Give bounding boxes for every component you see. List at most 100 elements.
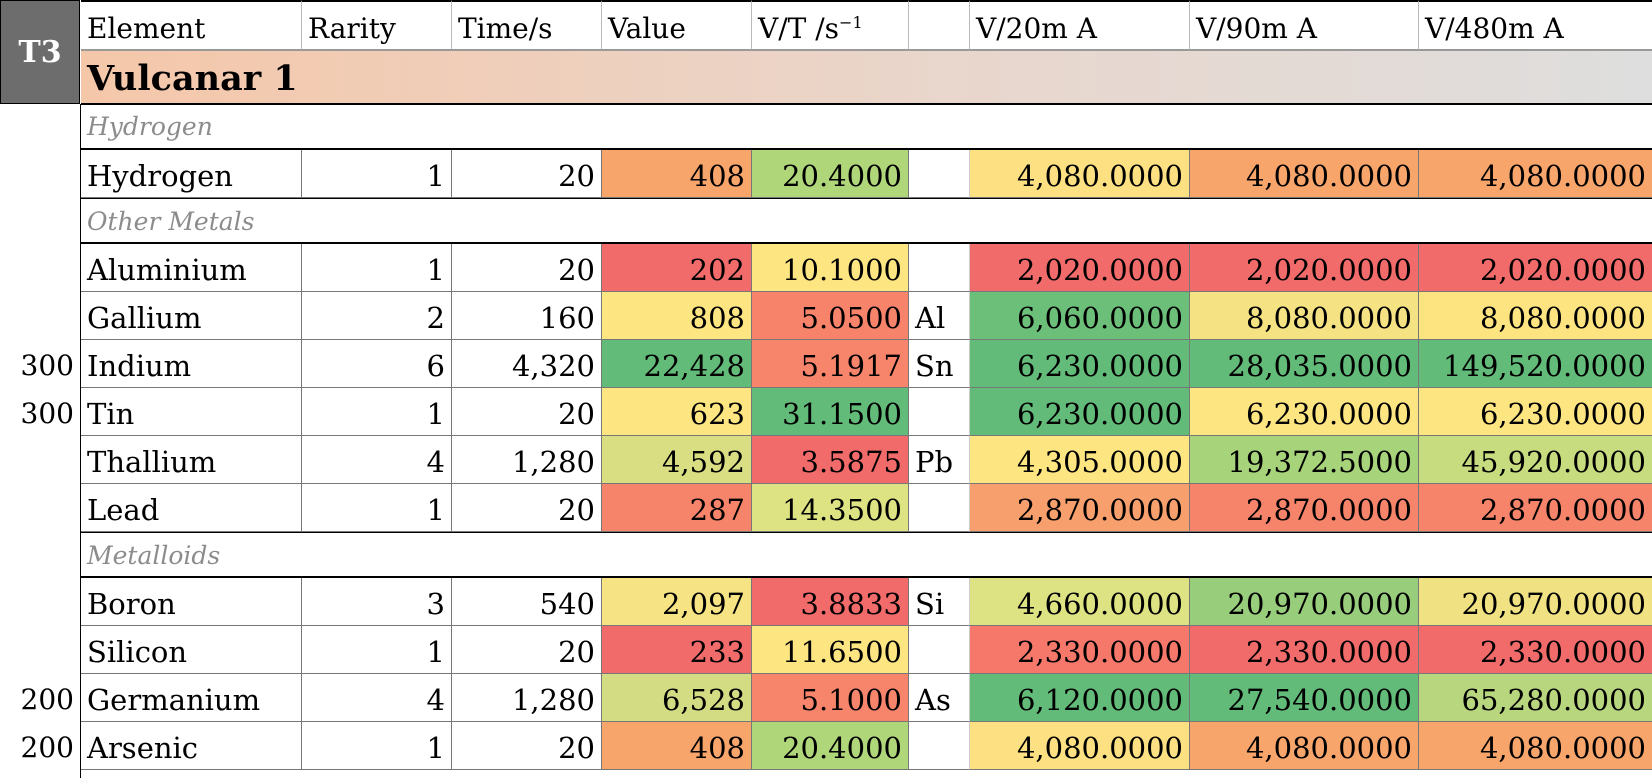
cell-value[interactable]: 623 [602,388,752,436]
cell-time[interactable]: 4,320 [452,340,602,388]
cell-v90m[interactable]: 2,020.0000 [1190,244,1419,292]
cell-symbol[interactable]: Pb [909,436,970,484]
col-header-vt[interactable]: V/T /s−1 [752,0,909,50]
cell-vt[interactable]: 20.4000 [752,722,909,770]
cell-time[interactable]: 20 [452,244,602,292]
cell-v20m[interactable]: 4,660.0000 [970,578,1190,626]
cell-value[interactable]: 6,528 [602,674,752,722]
cell-element[interactable]: Gallium [81,292,302,340]
cell-v90m[interactable]: 6,230.0000 [1190,388,1419,436]
cell-value[interactable]: 202 [602,244,752,292]
col-header-element[interactable]: Element [81,0,302,50]
cell-v90m[interactable]: 20,970.0000 [1190,578,1419,626]
cell-vt[interactable]: 3.5875 [752,436,909,484]
cell-v480m[interactable]: 20,970.0000 [1419,578,1652,626]
cell-value[interactable]: 4,592 [602,436,752,484]
cell-value[interactable]: 233 [602,626,752,674]
cell-v480m[interactable]: 45,920.0000 [1419,436,1652,484]
cell-rarity[interactable]: 1 [302,150,452,198]
cell-element[interactable]: Boron [81,578,302,626]
cell-time[interactable]: 540 [452,578,602,626]
cell-v90m[interactable]: 2,330.0000 [1190,626,1419,674]
cell-element[interactable]: Silicon [81,626,302,674]
cell-rarity[interactable]: 1 [302,484,452,532]
cell-vt[interactable]: 5.0500 [752,292,909,340]
cell-vt[interactable]: 14.3500 [752,484,909,532]
cell-v480m[interactable]: 8,080.0000 [1419,292,1652,340]
cell-time[interactable]: 20 [452,150,602,198]
cell-v90m[interactable]: 19,372.5000 [1190,436,1419,484]
cell-vt[interactable]: 11.6500 [752,626,909,674]
cell-rarity[interactable]: 1 [302,388,452,436]
cell-element[interactable]: Lead [81,484,302,532]
cell-symbol[interactable] [909,244,970,292]
cell-v20m[interactable]: 6,230.0000 [970,388,1190,436]
cell-v20m[interactable]: 4,080.0000 [970,722,1190,770]
col-header-v90m[interactable]: V/90m A [1190,0,1419,50]
cell-symbol[interactable]: Si [909,578,970,626]
cell-element[interactable]: Thallium [81,436,302,484]
cell-symbol[interactable]: As [909,674,970,722]
cell-v90m[interactable]: 4,080.0000 [1190,150,1419,198]
cell-element[interactable]: Germanium [81,674,302,722]
cell-v480m[interactable]: 6,230.0000 [1419,388,1652,436]
cell-symbol[interactable] [909,484,970,532]
cell-symbol[interactable]: Sn [909,340,970,388]
col-header-v480m[interactable]: V/480m A [1419,0,1652,50]
cell-value[interactable]: 408 [602,150,752,198]
cell-v480m[interactable]: 4,080.0000 [1419,722,1652,770]
cell-v90m[interactable]: 28,035.0000 [1190,340,1419,388]
col-header-time[interactable]: Time/s [452,0,602,50]
cell-v20m[interactable]: 6,230.0000 [970,340,1190,388]
cell-vt[interactable]: 5.1917 [752,340,909,388]
col-header-v20m[interactable]: V/20m A [970,0,1190,50]
cell-rarity[interactable]: 2 [302,292,452,340]
col-header-rarity[interactable]: Rarity [302,0,452,50]
cell-v90m[interactable]: 2,870.0000 [1190,484,1419,532]
cell-time[interactable]: 20 [452,722,602,770]
cell-value[interactable]: 408 [602,722,752,770]
cell-v20m[interactable]: 4,080.0000 [970,150,1190,198]
cell-element[interactable]: Indium [81,340,302,388]
cell-vt[interactable]: 5.1000 [752,674,909,722]
cell-rarity[interactable]: 1 [302,626,452,674]
cell-time[interactable]: 20 [452,626,602,674]
cell-rarity[interactable]: 1 [302,722,452,770]
cell-v20m[interactable]: 4,305.0000 [970,436,1190,484]
cell-symbol[interactable]: Al [909,292,970,340]
cell-v90m[interactable]: 27,540.0000 [1190,674,1419,722]
cell-v20m[interactable]: 2,870.0000 [970,484,1190,532]
cell-v90m[interactable]: 4,080.0000 [1190,722,1419,770]
cell-v480m[interactable]: 149,520.0000 [1419,340,1652,388]
cell-v20m[interactable]: 6,060.0000 [970,292,1190,340]
cell-symbol[interactable] [909,150,970,198]
cell-v480m[interactable]: 2,020.0000 [1419,244,1652,292]
cell-vt[interactable]: 10.1000 [752,244,909,292]
cell-v480m[interactable]: 4,080.0000 [1419,150,1652,198]
cell-value[interactable]: 22,428 [602,340,752,388]
cell-value[interactable]: 287 [602,484,752,532]
cell-v20m[interactable]: 2,330.0000 [970,626,1190,674]
cell-v480m[interactable]: 2,330.0000 [1419,626,1652,674]
col-header-value[interactable]: Value [602,0,752,50]
cell-v20m[interactable]: 6,120.0000 [970,674,1190,722]
cell-value[interactable]: 808 [602,292,752,340]
cell-rarity[interactable]: 4 [302,674,452,722]
cell-time[interactable]: 160 [452,292,602,340]
col-header-symbol[interactable] [909,0,970,50]
cell-v90m[interactable]: 8,080.0000 [1190,292,1419,340]
cell-time[interactable]: 20 [452,388,602,436]
cell-symbol[interactable] [909,722,970,770]
cell-rarity[interactable]: 4 [302,436,452,484]
cell-v480m[interactable]: 2,870.0000 [1419,484,1652,532]
cell-rarity[interactable]: 3 [302,578,452,626]
cell-time[interactable]: 1,280 [452,674,602,722]
cell-element[interactable]: Arsenic [81,722,302,770]
cell-element[interactable]: Hydrogen [81,150,302,198]
cell-time[interactable]: 1,280 [452,436,602,484]
cell-element[interactable]: Aluminium [81,244,302,292]
cell-rarity[interactable]: 6 [302,340,452,388]
cell-value[interactable]: 2,097 [602,578,752,626]
cell-time[interactable]: 20 [452,484,602,532]
cell-symbol[interactable] [909,388,970,436]
